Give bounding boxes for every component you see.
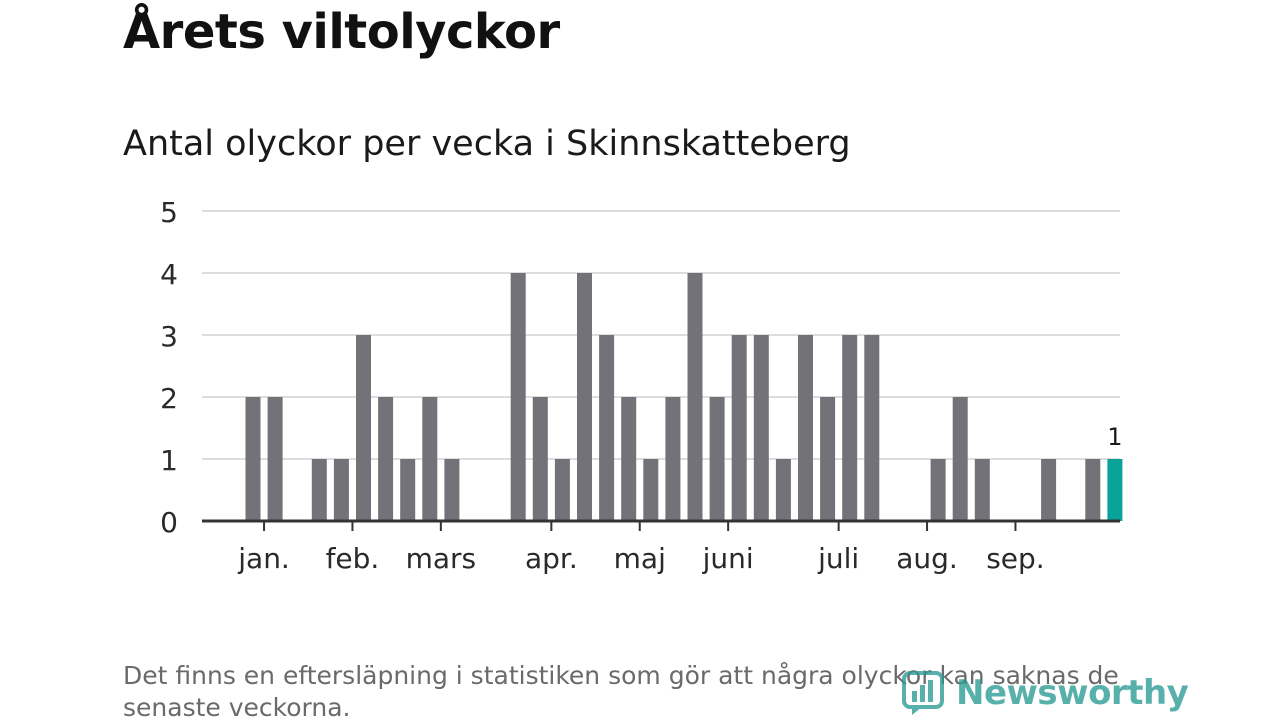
brand-name: Newsworthy <box>956 673 1189 713</box>
bar <box>643 459 659 521</box>
bar-highlight <box>1107 459 1123 521</box>
y-tick-label: 4 <box>160 258 178 291</box>
bar <box>798 335 813 521</box>
x-tick-label: mars <box>406 542 477 575</box>
bar <box>864 335 880 521</box>
x-tick-label: maj <box>614 542 666 575</box>
bar <box>510 273 526 521</box>
bar <box>930 459 946 521</box>
chart-subtitle: Antal olyckor per vecka i Skinnskatteber… <box>123 124 851 164</box>
y-tick-label: 5 <box>160 196 178 229</box>
x-tick-label: sep. <box>986 542 1045 575</box>
x-tick-label: jan. <box>237 542 290 575</box>
bar <box>554 459 570 521</box>
bar <box>599 335 615 521</box>
bar <box>1085 459 1101 521</box>
bar <box>820 397 836 521</box>
brand-logo[interactable]: Newsworthy <box>902 668 1189 718</box>
bar <box>400 459 416 521</box>
bar <box>775 459 791 521</box>
bar <box>245 397 261 521</box>
x-tick-label: juni <box>702 542 754 575</box>
bar <box>532 397 548 521</box>
bar <box>621 397 637 521</box>
x-tick-label: feb. <box>326 542 380 575</box>
x-tick-label: juli <box>817 542 859 575</box>
bar <box>709 397 725 521</box>
y-tick-label: 2 <box>160 382 178 415</box>
data-label: 1 <box>1107 423 1122 451</box>
newsworthy-logo-icon <box>902 671 944 715</box>
bar <box>311 459 327 521</box>
footnote: Det finns en eftersläpning i statistiken… <box>123 661 1119 720</box>
bar <box>974 459 990 521</box>
bar <box>267 397 283 521</box>
x-tick-label: aug. <box>896 542 958 575</box>
bar <box>753 335 769 521</box>
bar <box>444 459 460 521</box>
bar <box>422 397 438 521</box>
bar <box>842 335 858 521</box>
bar <box>1041 459 1057 521</box>
x-tick-label: apr. <box>525 542 578 575</box>
y-tick-label: 3 <box>160 320 178 353</box>
bar <box>687 273 703 521</box>
y-tick-label: 0 <box>160 506 178 539</box>
bar <box>952 397 968 521</box>
bar <box>378 397 394 521</box>
bar <box>665 397 681 521</box>
bar <box>333 459 349 521</box>
y-tick-label: 1 <box>160 444 178 477</box>
page-title: Årets viltolyckor <box>123 4 560 60</box>
bar <box>577 273 592 521</box>
bar <box>356 335 371 521</box>
bar <box>731 335 747 521</box>
